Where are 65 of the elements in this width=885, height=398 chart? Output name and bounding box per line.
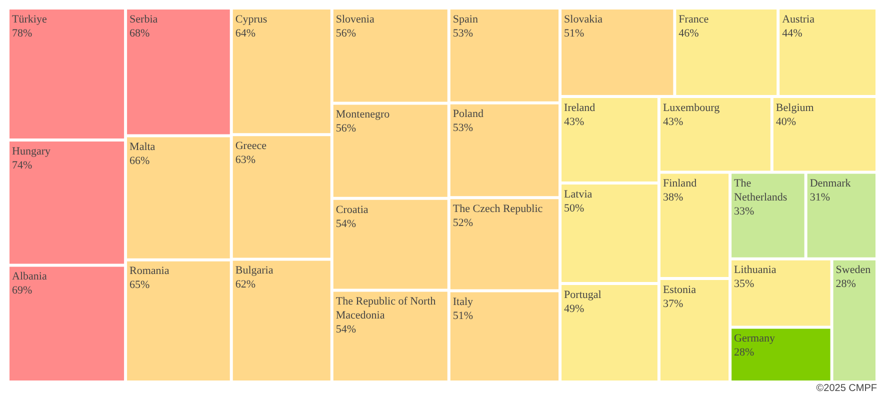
data-label: 54% xyxy=(336,324,356,336)
data-label: 56% xyxy=(336,122,356,135)
data-label: 65% xyxy=(130,279,150,292)
category-label: Estonia xyxy=(662,284,696,296)
category-label: The Republic of North Macedonia xyxy=(336,296,436,322)
data-label: 49% xyxy=(564,302,584,315)
category-label: Luxembourg xyxy=(662,102,720,114)
category-label: Finland xyxy=(662,178,698,190)
data-label: 52% xyxy=(452,217,474,230)
data-label: 31% xyxy=(810,192,830,204)
data-label: 62% xyxy=(235,278,256,291)
category-label: Poland xyxy=(452,108,484,120)
data-label: 64% xyxy=(235,27,256,40)
data-label: 53% xyxy=(452,27,474,40)
data-label: 74% xyxy=(12,159,32,172)
data-label: 37% xyxy=(662,298,684,310)
category-label: Sweden xyxy=(836,264,872,276)
data-label: 56% xyxy=(336,27,356,40)
category-label: Spain xyxy=(452,13,478,26)
data-label: 46% xyxy=(678,27,699,40)
data-label: 51% xyxy=(564,27,584,40)
category-label: Austria xyxy=(782,13,815,26)
category-label: Denmark xyxy=(810,178,852,190)
data-label: 40% xyxy=(776,116,796,128)
data-label: 69% xyxy=(12,284,32,297)
category-label: Hungary xyxy=(12,145,51,158)
category-label: Cyprus xyxy=(235,13,268,26)
data-label: 54% xyxy=(336,218,356,230)
data-label: 28% xyxy=(734,346,754,359)
category-label: Germany xyxy=(734,332,776,345)
category-label: Greece xyxy=(235,140,267,152)
category-label: Malta xyxy=(130,141,156,154)
data-label: 50% xyxy=(564,202,584,214)
data-label: 68% xyxy=(130,27,150,40)
category-label: Portugal xyxy=(564,288,602,301)
category-label: Romania xyxy=(130,265,170,278)
category-label: Lithuania xyxy=(734,264,776,276)
data-label: 33% xyxy=(734,206,754,218)
data-label: 51% xyxy=(452,310,474,322)
category-label: Montenegro xyxy=(336,108,390,121)
category-label: Italy xyxy=(452,296,474,308)
category-label: Ireland xyxy=(564,102,596,114)
category-label: Latvia xyxy=(564,188,592,200)
data-label: 35% xyxy=(734,278,754,290)
data-label: 43% xyxy=(564,116,584,128)
category-label: Serbia xyxy=(130,13,158,26)
category-label: Belgium xyxy=(776,102,814,114)
category-label: The Czech Republic xyxy=(452,203,543,216)
category-label: Slovakia xyxy=(564,13,603,26)
data-label: 38% xyxy=(662,192,684,204)
data-label: 28% xyxy=(836,278,856,290)
data-label: 43% xyxy=(662,116,684,128)
data-label: 66% xyxy=(130,155,150,168)
category-label: Croatia xyxy=(336,204,368,216)
data-label: 44% xyxy=(782,27,802,40)
category-label: The Netherlands xyxy=(734,178,788,204)
data-label: 78% xyxy=(12,27,32,40)
category-label: Albania xyxy=(12,270,47,283)
data-label: 63% xyxy=(235,154,256,166)
data-label: 53% xyxy=(452,122,474,134)
category-label: Slovenia xyxy=(336,13,374,26)
text: ©2025 CMPF xyxy=(816,383,877,394)
category-label: France xyxy=(678,13,709,26)
category-label: Türkiye xyxy=(12,13,47,26)
category-label: Bulgaria xyxy=(235,264,274,277)
